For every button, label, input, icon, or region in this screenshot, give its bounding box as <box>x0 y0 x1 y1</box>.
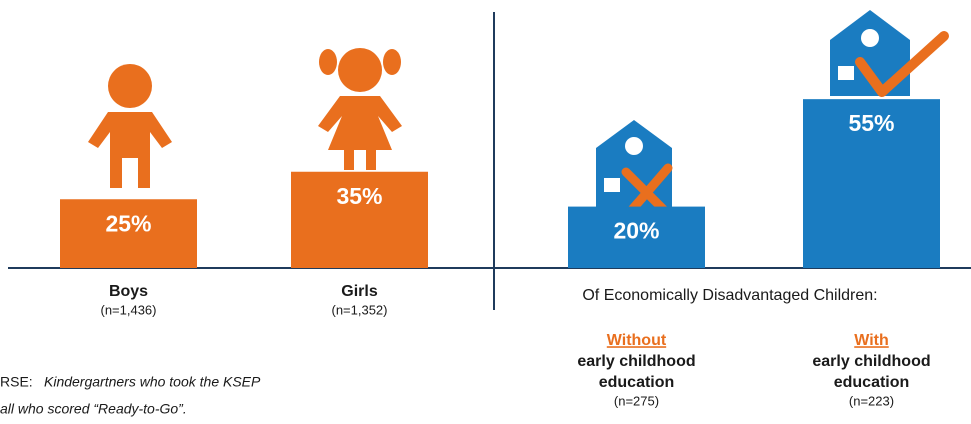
category-line: education <box>834 374 910 391</box>
bar <box>568 206 705 268</box>
boy-icon <box>88 64 172 188</box>
footnote-line: Kindergartners who took the KSEP <box>44 374 261 390</box>
footnote-line: all who scored “Ready-to-Go”. <box>0 401 187 417</box>
value-label: 25% <box>105 210 151 236</box>
category-note: (n=1,352) <box>331 302 387 317</box>
bar <box>803 99 940 269</box>
category-line: early childhood <box>577 353 695 370</box>
category-label: Girls <box>341 283 378 300</box>
girl-icon <box>318 48 402 170</box>
subtitle: Of Economically Disadvantaged Children: <box>582 287 877 304</box>
category-line: education <box>599 374 675 391</box>
category-label: With <box>854 332 889 349</box>
category-note: (n=275) <box>614 393 659 408</box>
school-icon-check <box>830 10 949 97</box>
category-note: (n=223) <box>849 393 894 408</box>
value-label: 35% <box>336 183 382 209</box>
category-label: Boys <box>109 283 148 300</box>
category-label: Without <box>607 332 667 349</box>
value-label: 55% <box>848 110 894 136</box>
category-note: (n=1,436) <box>100 302 156 317</box>
bar <box>291 171 428 268</box>
footnote-lead: RSE: <box>0 374 33 390</box>
value-label: 20% <box>613 218 659 244</box>
category-line: early childhood <box>812 353 930 370</box>
bar <box>60 199 197 268</box>
school-icon-x <box>596 120 673 219</box>
